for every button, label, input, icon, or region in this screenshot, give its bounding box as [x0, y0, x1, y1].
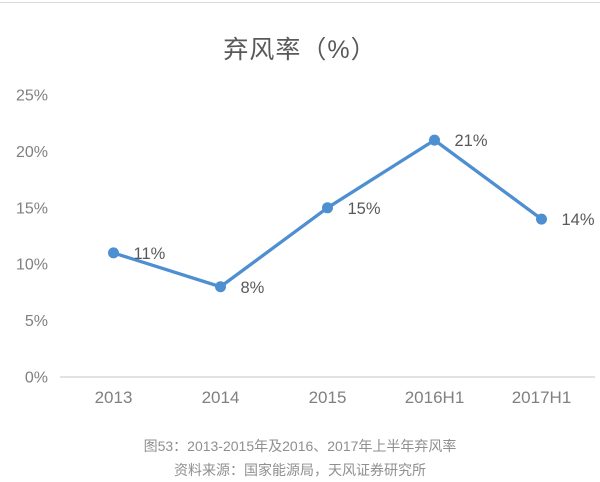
data-point-label: 15% — [348, 200, 381, 218]
y-axis-tick-label: 5% — [25, 313, 48, 330]
y-axis-tick-label: 20% — [16, 144, 48, 161]
figure-caption: 图53：2013-2015年及2016、2017年上半年弃风率 — [143, 438, 457, 454]
top-divider — [0, 2, 600, 3]
x-axis-category-label: 2016H1 — [405, 388, 465, 407]
data-point-marker — [322, 202, 333, 214]
x-axis-category-label: 2013 — [95, 388, 133, 407]
chart-title: 弃风率（%） — [223, 36, 377, 64]
data-point-label: 11% — [134, 245, 166, 263]
data-point-label: 14% — [562, 211, 595, 229]
x-axis-category-label: 2015 — [309, 388, 347, 407]
x-axis-category-label: 2014 — [202, 388, 240, 407]
series-line — [111, 138, 544, 289]
y-axis-tick-label: 15% — [16, 200, 48, 217]
data-point-label: 8% — [241, 279, 265, 297]
data-point-marker — [215, 281, 226, 293]
figure-source: 资料来源：国家能源局，天风证券研究所 — [174, 462, 426, 478]
data-point-marker — [429, 134, 440, 146]
data-point-label: 21% — [455, 132, 488, 150]
y-axis-tick-label: 10% — [16, 257, 48, 274]
y-axis-tick-label: 25% — [16, 88, 48, 105]
data-point-marker — [536, 213, 547, 225]
data-point-marker — [108, 247, 119, 259]
x-axis-category-label: 2017H1 — [512, 388, 572, 407]
y-axis-tick-label: 0% — [25, 370, 48, 387]
